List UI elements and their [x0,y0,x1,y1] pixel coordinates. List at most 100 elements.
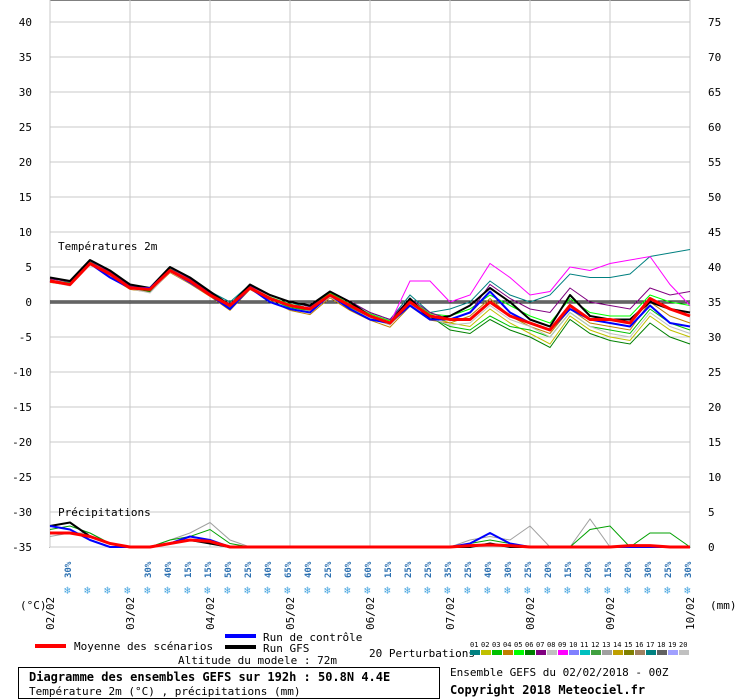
x-date-label: 07/02 [444,597,457,630]
y-left-tick-label: 20 [19,156,32,169]
y-left-tick-label: 5 [25,261,32,274]
y-left-tick-label: -5 [19,331,32,344]
snow-pct-label: 15% [204,561,214,578]
snowflake-icon: ❄ [364,584,371,597]
perturb-swatch [635,650,645,655]
snow-pct-label: 50% [224,561,234,578]
snow-pct-label: 40% [484,561,494,578]
perturb-number: 15 [624,641,632,649]
snow-pct-label: 20% [584,561,594,578]
snowflake-icon: ❄ [204,584,211,597]
ensemble-text: Ensemble GEFS du 02/02/2018 - 00Z [450,666,669,679]
snowflake-icon: ❄ [584,584,591,597]
snow-pct-label: 25% [244,561,254,578]
perturb-number: 16 [635,641,643,649]
perturb-number: 08 [547,641,555,649]
x-date-label: 04/02 [204,597,217,630]
y-right-tick-label: 25 [708,366,721,379]
x-date-label: 02/02 [44,597,57,630]
right-unit-label: (mm) [710,599,737,612]
y-right-tick-label: 70 [708,51,721,64]
snow-pct-label: 15% [604,561,614,578]
snowflake-icon: ❄ [444,584,451,597]
snow-pct-label: 25% [664,561,674,578]
y-left-tick-label: -25 [12,471,32,484]
snow-pct-label: 20% [544,561,554,578]
snowflake-icon: ❄ [184,584,191,597]
y-left-tick-label: 15 [19,191,32,204]
snow-pct-label: 65% [284,561,294,578]
snowflake-icon: ❄ [664,584,671,597]
snowflake-icon: ❄ [224,584,231,597]
perturb-number: 20 [679,641,687,649]
snowflake-icon: ❄ [524,584,531,597]
perturb-swatch [569,650,579,655]
y-left-tick-label: 10 [19,226,32,239]
snowflake-icon: ❄ [384,584,391,597]
x-axis: 02/02 03/02 04/02 05/02 06/02 07/02 08/02 09/02… [44,597,697,630]
y-right-tick-label: 40 [708,261,721,274]
snow-pct-label: 30% [684,561,694,578]
perturb-number: 11 [580,641,588,649]
snow-probability-row: 30% ❄ ❄ ❄ ❄ 30% ❄ 40% ❄ 15% ❄ 15% ❄ 50% ❄ 25% ❄ 40% ❄ 65% ❄ 4… [64,561,694,597]
legend-moyenne-label: Moyenne des scénarios [74,640,213,653]
y-right-tick-label: 45 [708,226,721,239]
x-date-label: 03/02 [124,597,137,630]
snow-pct-label: 30% [64,561,74,578]
snow-pct-label: 20% [624,561,634,578]
snowflake-icon: ❄ [64,584,71,597]
snow-pct-label: 15% [384,561,394,578]
perturb-swatch [492,650,502,655]
y-left-tick-label: -10 [12,366,32,379]
y-right-tick-label: 0 [708,541,715,554]
snow-pct-label: 25% [404,561,414,578]
snow-pct-label: 30% [504,561,514,578]
snowflake-icon: ❄ [564,584,571,597]
y-left-tick-label: 35 [19,51,32,64]
perturb-number: 19 [668,641,676,649]
snow-pct-label: 35% [444,561,454,578]
snowflake-icon: ❄ [84,584,91,597]
snowflake-icon: ❄ [544,584,551,597]
perturb-number: 10 [569,641,577,649]
perturb-swatch [679,650,689,655]
perturb-number: 02 [481,641,489,649]
y-right-tick-label: 55 [708,156,721,169]
snow-pct-label: 60% [364,561,374,578]
perturb-swatch [613,650,623,655]
chart-subtitle: Température 2m (°C) , précipitations (mm… [29,685,301,698]
perturb-swatch [580,650,590,655]
legend-perturb-label: 20 Perturbations [369,647,475,660]
perturb-swatch [668,650,678,655]
snowflake-icon: ❄ [104,584,111,597]
perturb-number: 03 [492,641,500,649]
snow-pct-label: 60% [344,561,354,578]
snowflake-icon: ❄ [244,584,251,597]
y-right-tick-label: 5 [708,506,715,519]
y-left-tick-label: -20 [12,436,32,449]
snow-pct-label: 25% [464,561,474,578]
y-right-tick-label: 20 [708,401,721,414]
snowflake-icon: ❄ [144,584,151,597]
perturb-number: 01 [470,641,478,649]
perturb-swatch [481,650,491,655]
copyright-text: Copyright 2018 Meteociel.fr [450,683,645,697]
snow-pct-label: 25% [524,561,534,578]
perturb-number: 17 [646,641,654,649]
y-right-tick-label: 60 [708,121,721,134]
perturb-swatch [602,650,612,655]
snow-pct-label: 25% [424,561,434,578]
title-box: Diagramme des ensembles GEFS sur 192h : … [18,667,440,699]
y-left-tick-label: -15 [12,401,32,414]
y-left-tick-label: 40 [19,16,32,29]
perturb-number: 18 [657,641,665,649]
snow-pct-label: 25% [324,561,334,578]
perturb-swatch [514,650,524,655]
perturbation-line [49,264,691,338]
y-left-tick-label: -30 [12,506,32,519]
perturb-number: 04 [503,641,511,649]
snow-pct-label: 15% [184,561,194,578]
y-right-tick-label: 10 [708,471,721,484]
chart-title: Diagramme des ensembles GEFS sur 192h : … [29,670,391,684]
